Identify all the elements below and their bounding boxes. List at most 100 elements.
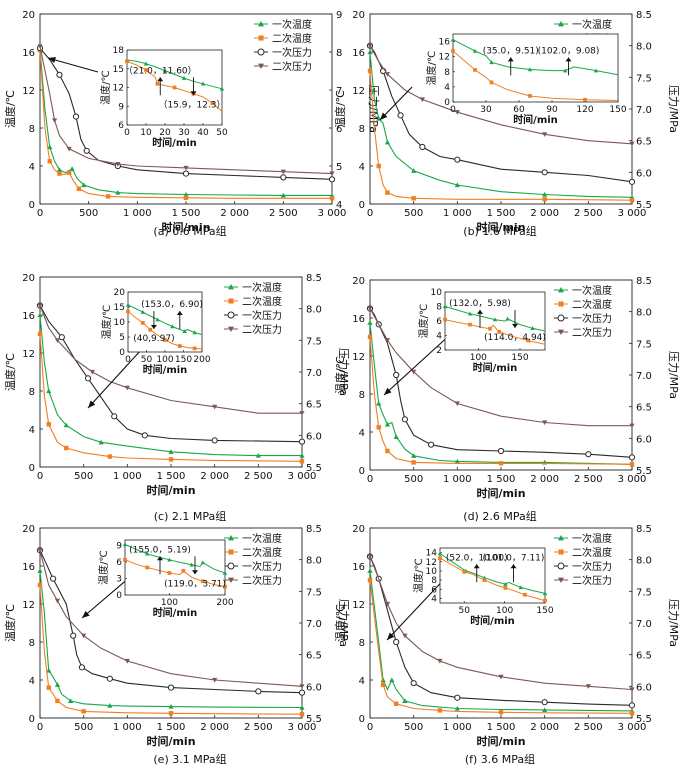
y2-tick-label: 7.5 bbox=[306, 587, 322, 598]
y-tick-label: 20 bbox=[22, 524, 35, 535]
series-point bbox=[52, 118, 58, 123]
inset-x-label: 时间/min bbox=[152, 136, 197, 149]
x-tick-label: 3 000 bbox=[618, 722, 647, 733]
y2-tick-label: 8.0 bbox=[306, 305, 322, 316]
annotation-arrowhead bbox=[157, 77, 164, 82]
x-tick-label: 2 000 bbox=[200, 722, 229, 733]
inset-y-tick-label: 6 bbox=[436, 317, 442, 327]
legend-label: 一次压力 bbox=[272, 46, 312, 59]
series-point bbox=[47, 144, 53, 150]
legend-marker bbox=[258, 21, 264, 27]
x-tick-label: 2 500 bbox=[244, 722, 273, 733]
series-point bbox=[50, 575, 57, 582]
inset-x-tick-label: 30 bbox=[178, 128, 190, 138]
x-tick-label: 2 500 bbox=[574, 474, 603, 485]
inset-x-label: 时间/min bbox=[143, 363, 188, 376]
series-line bbox=[39, 305, 302, 414]
inset-frame bbox=[439, 547, 546, 604]
series-line bbox=[39, 333, 303, 462]
inset-x-tick-label: 30 bbox=[480, 105, 492, 115]
inset-y-tick-label: 12 bbox=[113, 84, 124, 94]
x-tick-label: 1 500 bbox=[487, 208, 516, 219]
inset-x-tick-label: 100 bbox=[161, 598, 178, 608]
inset-x-tick-label: 150 bbox=[609, 105, 626, 115]
inset-series-point bbox=[438, 556, 442, 560]
series-point bbox=[54, 682, 61, 687]
inset-series-point bbox=[489, 60, 494, 65]
series-point bbox=[299, 684, 305, 689]
series-point bbox=[629, 687, 635, 693]
y2-tick-label: 7.0 bbox=[306, 619, 322, 630]
legend-label: 二次温度 bbox=[572, 546, 612, 559]
series-point bbox=[280, 169, 286, 175]
series-line bbox=[39, 314, 302, 457]
x-tick-label: 1 500 bbox=[157, 471, 186, 482]
legend-marker bbox=[228, 284, 234, 290]
y-tick-label: 0 bbox=[29, 714, 35, 725]
x-tick-label: 1 500 bbox=[157, 722, 186, 733]
inset-y-tick-label: 4 bbox=[431, 594, 437, 604]
y-tick-label: 0 bbox=[29, 200, 35, 211]
inset-series-point bbox=[451, 49, 455, 53]
y2-axis-label: 压力/MPa bbox=[667, 599, 680, 647]
series-line bbox=[369, 45, 633, 145]
chart-caption: (f) 3.6 MPa组 bbox=[465, 752, 535, 766]
inset-x-tick-label: 200 bbox=[193, 355, 210, 365]
series-point bbox=[542, 191, 548, 197]
inset-series-point bbox=[177, 344, 182, 348]
inset-series-point bbox=[140, 321, 145, 325]
series-line bbox=[369, 308, 632, 427]
y2-tick-label: 8.5 bbox=[306, 273, 322, 284]
inset-y-tick-label: 16 bbox=[439, 38, 451, 48]
inset-series-point bbox=[472, 48, 478, 53]
y2-tick-label: 7 bbox=[336, 86, 342, 97]
x-tick-label: 1 000 bbox=[443, 722, 472, 733]
series-point bbox=[168, 711, 174, 716]
legend-marker bbox=[558, 287, 564, 293]
inset-x-label: 时间/min bbox=[513, 113, 558, 126]
series-point bbox=[299, 704, 305, 710]
inset-series-point bbox=[181, 568, 186, 573]
inset-y-tick-label: 9 bbox=[118, 102, 124, 112]
inset-series-line bbox=[124, 559, 226, 588]
series-point bbox=[380, 682, 386, 687]
annotation-label: (155.0，5.19) bbox=[129, 545, 191, 555]
series-point bbox=[497, 447, 505, 455]
series-point bbox=[69, 166, 75, 171]
series-point bbox=[46, 685, 51, 690]
y-tick-label: 8 bbox=[29, 124, 35, 135]
inset-x-label: 时间/min bbox=[470, 614, 515, 627]
series-point bbox=[105, 194, 111, 199]
inset-y-tick-label: 8 bbox=[436, 303, 442, 313]
series-point bbox=[542, 420, 548, 426]
series-point bbox=[54, 338, 61, 343]
series-point bbox=[56, 167, 63, 172]
inset-series-point bbox=[450, 37, 456, 42]
inset-y-tick-label: 0 bbox=[444, 98, 450, 108]
y2-tick-label: 6.0 bbox=[636, 168, 652, 179]
x-tick-label: 500 bbox=[79, 208, 98, 219]
series-line bbox=[39, 550, 303, 687]
y2-tick-label: 6.0 bbox=[306, 682, 322, 693]
annotation-arrowhead bbox=[510, 564, 517, 569]
y2-tick-label: 6 bbox=[336, 124, 342, 135]
inset-y-tick-label: 0 bbox=[119, 348, 125, 358]
y2-tick-label: 5.5 bbox=[636, 466, 652, 477]
y-tick-label: 8 bbox=[359, 638, 365, 649]
inset-series-point bbox=[123, 557, 127, 562]
y-axis-label: 温度/℃ bbox=[3, 353, 17, 391]
y2-tick-label: 5 bbox=[336, 162, 342, 173]
inset-y-tick-label: 10 bbox=[114, 318, 126, 328]
series-line bbox=[39, 48, 332, 196]
inset-x-tick-label: 50 bbox=[216, 128, 228, 138]
x-tick-label: 3 000 bbox=[618, 474, 647, 485]
series-point bbox=[70, 632, 77, 639]
series-line bbox=[369, 580, 633, 714]
series-point bbox=[255, 453, 261, 458]
y-tick-label: 4 bbox=[359, 428, 365, 439]
y-tick-label: 8 bbox=[359, 390, 365, 401]
series-point bbox=[56, 71, 63, 78]
chart-caption: (e) 3.1 MPa组 bbox=[153, 752, 226, 766]
pointer-arrowhead bbox=[88, 400, 96, 408]
pointer-arrowhead bbox=[387, 632, 395, 640]
